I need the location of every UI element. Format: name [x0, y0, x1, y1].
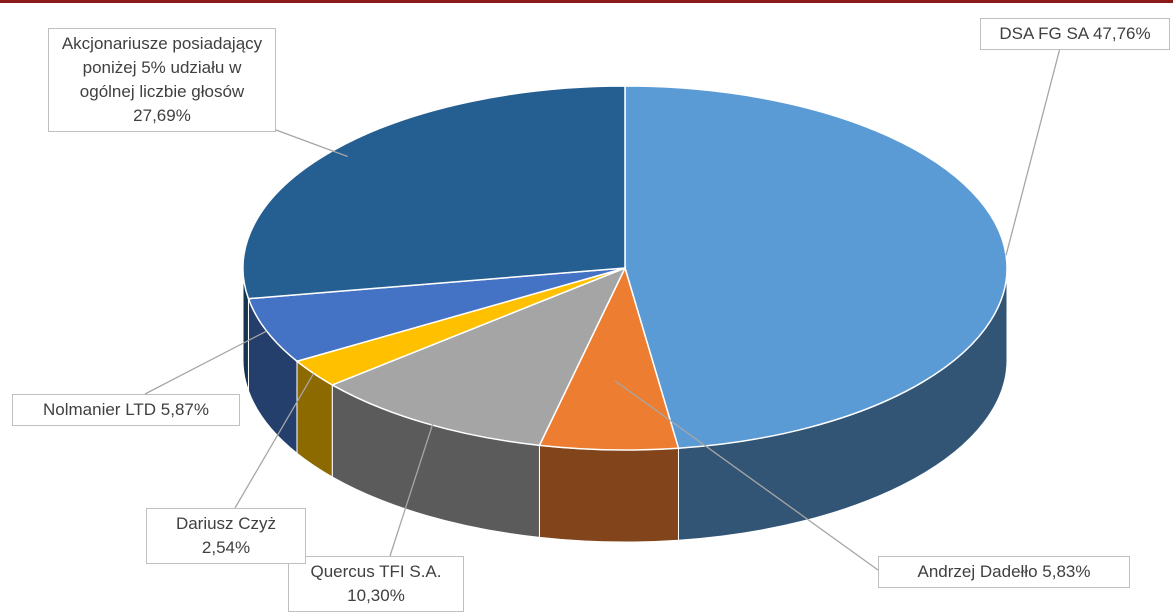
slice-side [538, 444, 679, 543]
data-label: DSA FG SA 47,76% [980, 18, 1170, 50]
label-value: 5,87% [160, 400, 209, 419]
top-rule [0, 0, 1173, 3]
slice-top [624, 85, 1008, 449]
label-value: 2,54% [201, 538, 251, 557]
data-label: Andrzej Dadełło 5,83% [878, 556, 1130, 588]
data-label: Quercus TFI S.A. 10,30% [288, 556, 464, 612]
leader-line [1005, 47, 1061, 256]
data-label: Akcjonariusze posiadający poniżej 5% udz… [48, 28, 276, 132]
label-name: Nolmanier LTD [43, 400, 157, 419]
leader-line [234, 373, 315, 509]
label-value: 27,69% [133, 106, 191, 125]
data-label: Dariusz Czyż 2,54% [146, 508, 306, 564]
label-value: 10,30% [347, 586, 405, 605]
label-name: Andrzej Dadełło [917, 562, 1038, 581]
label-value: 47,76% [1092, 24, 1151, 43]
slice-top [538, 265, 680, 451]
label-name: DSA FG SA [999, 24, 1089, 43]
label-name: Akcjonariusze posiadający poniżej 5% udz… [61, 34, 263, 101]
leader-line [275, 129, 348, 158]
leader-line [144, 330, 267, 395]
slice-top [330, 266, 627, 447]
slice-top [242, 85, 626, 300]
leader-line [389, 415, 437, 557]
label-name: Quercus TFI S.A. [310, 562, 442, 581]
label-value: 5,83% [1042, 562, 1091, 581]
label-name: Dariusz Czyż [175, 514, 277, 533]
data-label: Nolmanier LTD 5,87% [12, 394, 240, 426]
leader-line [614, 380, 879, 571]
